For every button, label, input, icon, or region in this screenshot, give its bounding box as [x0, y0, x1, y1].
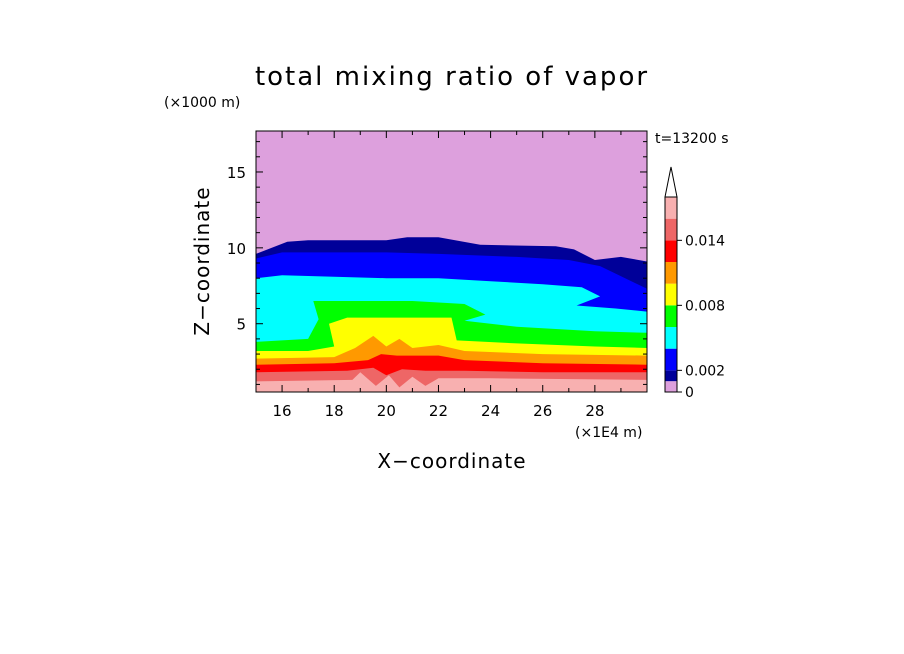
x-tick-label: 20	[377, 402, 396, 420]
chart-title: total mixing ratio of vapor	[255, 62, 649, 92]
colorbar-tick-label: 0.002	[685, 363, 725, 379]
x-unit-label: (×1E4 m)	[575, 425, 642, 441]
colorbar-swatch	[665, 305, 677, 327]
plot-area	[256, 131, 647, 392]
colorbar-swatch	[665, 262, 677, 284]
colorbar-swatch	[665, 348, 677, 371]
colorbar-swatch	[665, 283, 677, 306]
plot-frame	[255, 130, 648, 393]
colorbar-extend-arrow	[664, 166, 678, 198]
colorbar-frame	[664, 196, 678, 393]
x-tick-label: 16	[273, 402, 292, 420]
y-axis: 5 10 15	[227, 141, 647, 385]
y-unit-label: (×1000 m)	[164, 95, 240, 111]
x-tick-label: 18	[325, 402, 344, 420]
x-tick-label: 26	[533, 402, 552, 420]
x-tick-label: 22	[429, 402, 448, 420]
y-axis-label: Z−coordinate	[190, 186, 214, 335]
colorbar-tick-label: 0.014	[685, 233, 725, 249]
y-tick-label: 5	[236, 316, 246, 334]
y-tick-label: 10	[227, 240, 246, 258]
y-tick-label: 15	[227, 164, 246, 182]
time-label: t=13200 s	[655, 131, 729, 147]
colorbar-tick-label: 0	[685, 385, 694, 401]
colorbar-swatch	[665, 370, 677, 382]
x-tick-label: 24	[481, 402, 500, 420]
x-axis-label: X−coordinate	[377, 449, 526, 473]
colorbar-tick-label: 0.008	[685, 298, 725, 314]
colorbar-swatch	[665, 197, 677, 219]
colorbar-swatch	[665, 327, 677, 349]
colorbar-swatch	[665, 240, 677, 262]
contour-band-9	[256, 372, 647, 392]
colorbar-swatch	[665, 218, 677, 241]
colorbar: 0 0.002 0.008 0.014	[664, 166, 725, 401]
x-tick-label: 28	[585, 402, 604, 420]
colorbar-swatch	[665, 381, 677, 392]
x-axis: 16 18 20 22 24 26 28	[255, 131, 648, 420]
